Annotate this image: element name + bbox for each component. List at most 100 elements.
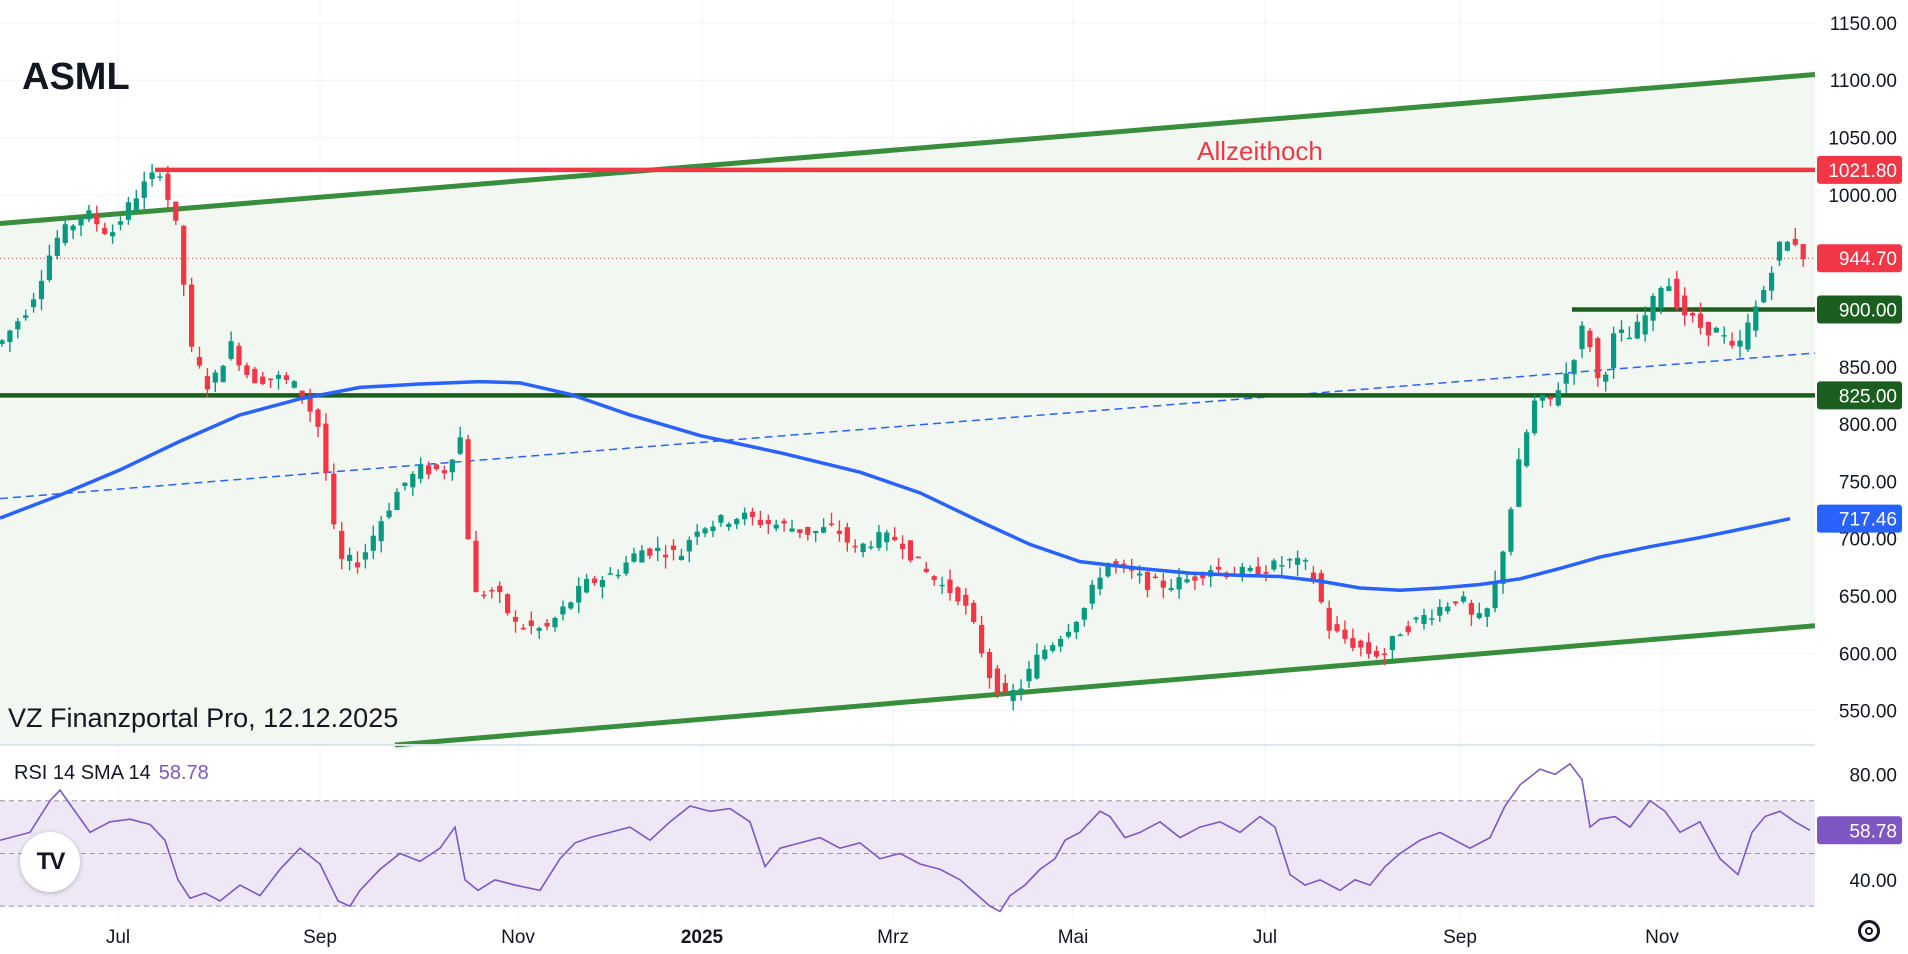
candle-body (1626, 337, 1632, 340)
candle-body (275, 374, 282, 379)
candle (900, 535, 906, 560)
candle-body (1018, 688, 1024, 693)
candle-body (54, 237, 60, 256)
candle-body (1563, 373, 1569, 384)
time-tick-label: 2025 (681, 927, 724, 948)
candle-body (931, 576, 937, 580)
candle-body (7, 330, 13, 342)
candle (1326, 600, 1332, 639)
candle-body (1690, 312, 1696, 316)
candle-body (686, 539, 692, 552)
candle (1271, 558, 1277, 572)
candle (481, 590, 487, 599)
candle-body (1492, 581, 1498, 609)
candle-body (1168, 588, 1174, 591)
candle (78, 217, 84, 237)
candle-body (1334, 624, 1340, 632)
rsi-pane (0, 762, 1815, 913)
candle (1318, 569, 1324, 604)
candle (1081, 607, 1087, 627)
candle (1674, 271, 1680, 311)
price-label-text: 900.00 (1839, 300, 1897, 321)
tradingview-logo-icon[interactable]: TV (20, 832, 80, 892)
candle (86, 204, 92, 223)
channel-fill (0, 74, 1815, 745)
candle-body (1413, 617, 1419, 620)
candle (876, 524, 882, 551)
candle (1389, 635, 1395, 660)
rsi-axis[interactable]: 80.00 40.00 58.78 (1817, 765, 1902, 892)
candle (821, 518, 827, 534)
candle-body (1587, 330, 1593, 348)
candle-body (655, 547, 661, 552)
candle (386, 502, 392, 520)
candle-body (1342, 629, 1348, 639)
candle-body (1682, 295, 1688, 316)
candle (1097, 567, 1103, 596)
candle-body (599, 579, 605, 588)
candle-body (702, 528, 708, 534)
candle-body (38, 280, 45, 300)
price-axis[interactable]: 1150.001100.001050.001000.00950.00900.00… (1815, 0, 1908, 954)
time-axis[interactable]: Jul Sep Nov 2025 Mrz Mai Jul Sep Nov (106, 927, 1680, 948)
candle (1358, 639, 1364, 657)
candle-body (915, 556, 921, 559)
candle-body (220, 365, 226, 383)
candle-body (354, 562, 361, 568)
candle-body (307, 394, 313, 412)
candle-body (1026, 668, 1032, 682)
candle (813, 530, 819, 543)
candle-body (181, 225, 187, 285)
candle (1295, 550, 1301, 576)
candle (1010, 683, 1016, 711)
price-tick-label: 850.00 (1839, 358, 1897, 379)
candle (394, 488, 400, 511)
candle (718, 514, 724, 527)
candle (489, 587, 495, 599)
candle (947, 569, 953, 601)
candle (568, 601, 574, 610)
candle (670, 539, 677, 561)
price-label-badge: 1021.80 (1817, 155, 1902, 184)
candle-body (1065, 631, 1072, 637)
candle (189, 277, 195, 353)
candle (323, 413, 329, 481)
candle (497, 581, 503, 604)
candle-body (323, 423, 329, 474)
candle-body (1326, 607, 1332, 631)
candle (354, 551, 361, 574)
candle-body (1302, 560, 1309, 562)
candle-body (994, 668, 1000, 695)
price-label-badge: 825.00 (1817, 381, 1902, 410)
candle-body (441, 470, 447, 474)
candle-body (394, 491, 400, 510)
candle-body (1287, 559, 1293, 561)
candle (1800, 243, 1806, 267)
candle (149, 163, 155, 187)
candle (38, 270, 45, 311)
time-tick-label: Jul (1253, 927, 1277, 948)
candle (1026, 660, 1032, 689)
candle (955, 585, 961, 606)
candle (1018, 679, 1024, 701)
candle-body (0, 340, 5, 344)
candle-body (94, 214, 100, 225)
candle (1539, 394, 1546, 408)
candle (433, 463, 440, 471)
candle-body (418, 464, 424, 479)
candle (1342, 620, 1348, 644)
candle-body (331, 473, 337, 525)
candle-body (236, 345, 242, 366)
candle-body (1721, 335, 1727, 337)
settings-gear-icon[interactable] (1858, 920, 1880, 942)
price-label-box (1817, 295, 1902, 324)
candle (1350, 628, 1356, 652)
rsi-legend[interactable]: RSI 14 SMA 14 58.78 (14, 762, 209, 785)
candle-body (449, 459, 455, 473)
candle-body (773, 524, 779, 529)
candle (655, 536, 661, 562)
price-label-box (1817, 504, 1902, 533)
candle-body (1184, 579, 1190, 583)
candle-body (268, 378, 274, 381)
